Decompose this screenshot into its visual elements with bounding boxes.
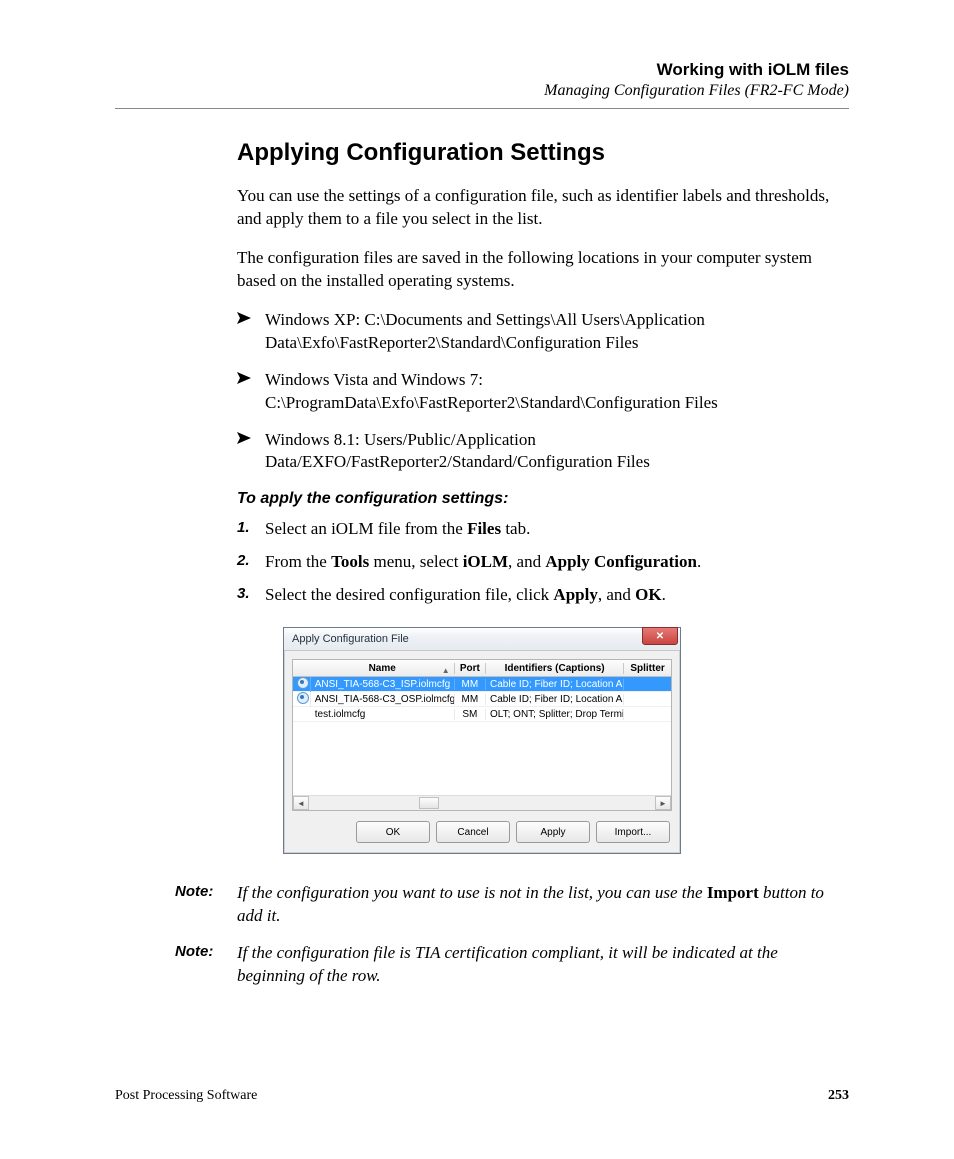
bullet-item: Windows Vista and Windows 7: C:\ProgramD… bbox=[237, 369, 849, 415]
step-item: 1. Select an iOLM file from the Files ta… bbox=[237, 518, 849, 541]
row-name: ANSI_TIA-568-C3_OSP.iolmcfg bbox=[311, 694, 455, 705]
row-name: test.iolmcfg bbox=[311, 709, 455, 720]
footer-left: Post Processing Software bbox=[115, 1088, 257, 1104]
row-identifiers: Cable ID; Fiber ID; Location A; Locatio bbox=[486, 694, 624, 705]
scroll-left-button[interactable]: ◄ bbox=[293, 796, 309, 810]
scroll-track[interactable] bbox=[309, 797, 655, 809]
content-area: Applying Configuration Settings You can … bbox=[237, 139, 849, 988]
step-item: 2. From the Tools menu, select iOLM, and… bbox=[237, 551, 849, 574]
horizontal-scrollbar[interactable]: ◄ ► bbox=[293, 795, 671, 810]
table-row[interactable]: ANSI_TIA-568-C3_OSP.iolmcfg MM Cable ID;… bbox=[293, 692, 671, 707]
close-icon: ✕ bbox=[656, 631, 664, 642]
dialog-title: Apply Configuration File bbox=[292, 633, 409, 645]
step-text: Select the desired configuration file, c… bbox=[265, 584, 849, 607]
row-port: MM bbox=[455, 679, 486, 690]
row-name: ANSI_TIA-568-C3_ISP.iolmcfg bbox=[311, 679, 455, 690]
bullet-text: Windows XP: C:\Documents and Settings\Al… bbox=[265, 309, 849, 355]
bullet-text: Windows Vista and Windows 7: C:\ProgramD… bbox=[265, 369, 849, 415]
scroll-thumb[interactable] bbox=[419, 797, 439, 809]
step-item: 3. Select the desired configuration file… bbox=[237, 584, 849, 607]
scroll-right-button[interactable]: ► bbox=[655, 796, 671, 810]
procedure-heading: To apply the configuration settings: bbox=[237, 490, 849, 508]
bullet-item: Windows XP: C:\Documents and Settings\Al… bbox=[237, 309, 849, 355]
dialog-body: Name ▲ Port Identifiers (Captions) Split… bbox=[284, 651, 680, 853]
dialog-button-row: OK Cancel Apply Import... bbox=[292, 811, 672, 845]
grid-col-identifiers[interactable]: Identifiers (Captions) bbox=[486, 663, 624, 674]
tia-compliant-icon bbox=[297, 677, 309, 689]
step-number: 3. bbox=[237, 584, 265, 607]
bullet-arrow-icon bbox=[237, 369, 265, 415]
apply-button[interactable]: Apply bbox=[516, 821, 590, 843]
table-row[interactable]: test.iolmcfg SM OLT; ONT; Splitter; Drop… bbox=[293, 707, 671, 722]
bullet-list: Windows XP: C:\Documents and Settings\Al… bbox=[237, 309, 849, 475]
bullet-arrow-icon bbox=[237, 309, 265, 355]
dialog-titlebar: Apply Configuration File ✕ bbox=[284, 628, 680, 651]
bullet-item: Windows 8.1: Users/Public/Application Da… bbox=[237, 429, 849, 475]
tia-indicator-cell bbox=[293, 692, 311, 707]
step-number: 1. bbox=[237, 518, 265, 541]
step-text: From the Tools menu, select iOLM, and Ap… bbox=[265, 551, 849, 574]
grid-col-splitter[interactable]: Splitter bbox=[624, 663, 671, 674]
intro-paragraph-2: The configuration files are saved in the… bbox=[237, 247, 849, 293]
apply-config-dialog: Apply Configuration File ✕ Name ▲ bbox=[283, 627, 681, 854]
note-label: Note: bbox=[175, 942, 237, 988]
section-heading: Applying Configuration Settings bbox=[237, 139, 849, 167]
close-button[interactable]: ✕ bbox=[642, 627, 678, 645]
header-rule bbox=[115, 108, 849, 109]
dialog-screenshot: Apply Configuration File ✕ Name ▲ bbox=[283, 627, 849, 854]
import-button[interactable]: Import... bbox=[596, 821, 670, 843]
note-item: Note: If the configuration file is TIA c… bbox=[175, 942, 849, 988]
page-footer: Post Processing Software 253 bbox=[115, 1088, 849, 1104]
grid-header: Name ▲ Port Identifiers (Captions) Split… bbox=[293, 660, 671, 677]
header-subtitle: Managing Configuration Files (FR2-FC Mod… bbox=[115, 82, 849, 100]
notes-block: Note: If the configuration you want to u… bbox=[175, 882, 849, 988]
sort-asc-icon: ▲ bbox=[442, 666, 450, 674]
ok-button[interactable]: OK bbox=[356, 821, 430, 843]
note-label: Note: bbox=[175, 882, 237, 928]
note-body: If the configuration file is TIA certifi… bbox=[237, 942, 849, 988]
bullet-text: Windows 8.1: Users/Public/Application Da… bbox=[265, 429, 849, 475]
header-title: Working with iOLM files bbox=[115, 60, 849, 80]
step-number: 2. bbox=[237, 551, 265, 574]
tia-indicator-cell bbox=[293, 677, 311, 692]
page: Working with iOLM files Managing Configu… bbox=[0, 0, 954, 1159]
grid-col-name[interactable]: Name ▲ bbox=[311, 663, 455, 674]
row-port: MM bbox=[455, 694, 486, 705]
footer-page-number: 253 bbox=[828, 1088, 849, 1104]
row-port: SM bbox=[455, 709, 486, 720]
cancel-button[interactable]: Cancel bbox=[436, 821, 510, 843]
running-header: Working with iOLM files Managing Configu… bbox=[115, 60, 849, 100]
note-body: If the configuration you want to use is … bbox=[237, 882, 849, 928]
note-item: Note: If the configuration you want to u… bbox=[175, 882, 849, 928]
row-identifiers: Cable ID; Fiber ID; Location A; Locatio bbox=[486, 679, 624, 690]
bullet-arrow-icon bbox=[237, 429, 265, 475]
ordered-steps: 1. Select an iOLM file from the Files ta… bbox=[237, 518, 849, 607]
config-file-grid[interactable]: Name ▲ Port Identifiers (Captions) Split… bbox=[292, 659, 672, 811]
intro-paragraph-1: You can use the settings of a configurat… bbox=[237, 185, 849, 231]
step-text: Select an iOLM file from the Files tab. bbox=[265, 518, 849, 541]
grid-col-port[interactable]: Port bbox=[455, 663, 486, 674]
table-row[interactable]: ANSI_TIA-568-C3_ISP.iolmcfg MM Cable ID;… bbox=[293, 677, 671, 692]
row-identifiers: OLT; ONT; Splitter; Drop Terminal; Loc 1… bbox=[486, 709, 624, 720]
tia-compliant-icon bbox=[297, 692, 309, 704]
